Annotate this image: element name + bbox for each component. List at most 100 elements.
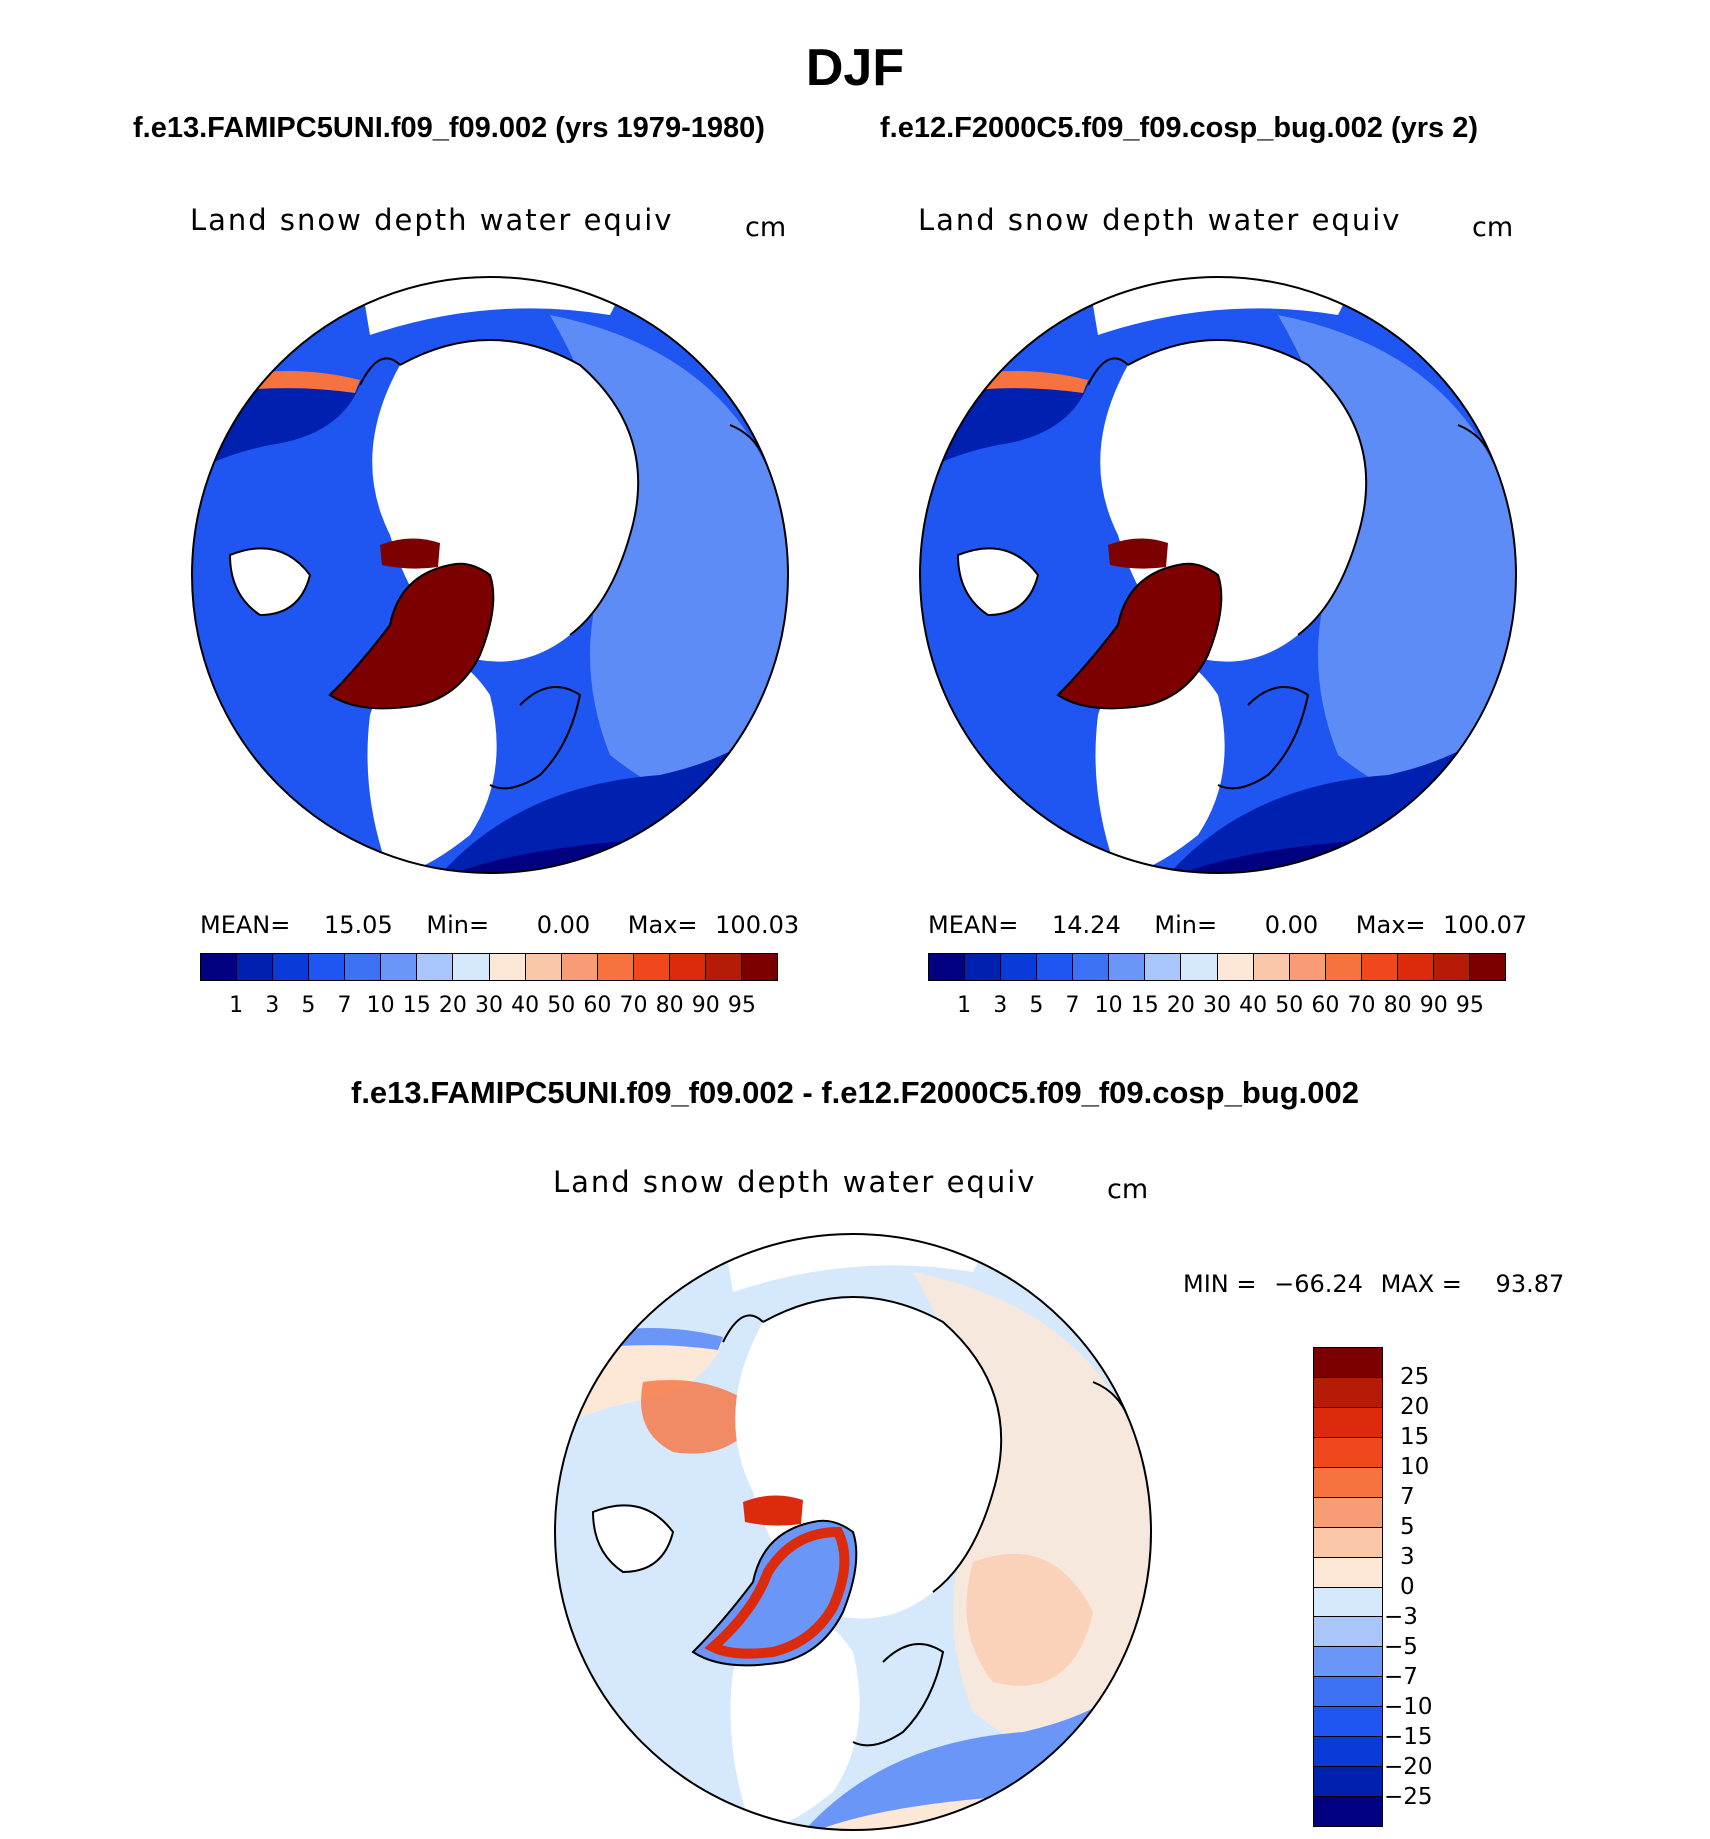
- panel3-stats: MIN = −66.24 MAX = 93.87: [1183, 1270, 1564, 1298]
- colorbar-swatch: [525, 954, 562, 980]
- colorbar-tick-label: 3: [993, 993, 1008, 1018]
- colorbar-tick-label: −20: [1384, 1754, 1433, 1780]
- panel1-max-value: 100.03: [715, 911, 800, 939]
- colorbar-swatch: [1109, 954, 1146, 980]
- colorbar-swatch: [1314, 1677, 1382, 1708]
- colorbar-tick-label: 50: [547, 993, 576, 1018]
- coastline: [1217, 686, 1310, 790]
- colorbar-swatch: [1314, 1647, 1382, 1678]
- colorbar-tick-label: 5: [1400, 1514, 1415, 1540]
- coastline: [228, 547, 312, 617]
- colorbar-swatch: [1314, 1557, 1382, 1588]
- colorbar-tick-label: 20: [438, 993, 467, 1018]
- map-content: [192, 277, 788, 873]
- colorbar-swatch: [633, 954, 670, 980]
- coastline: [489, 686, 582, 790]
- colorbar-swatch: [1073, 954, 1110, 980]
- panel2-max-label: Max=: [1355, 911, 1426, 939]
- panel2-polar-map: [919, 276, 1517, 874]
- colorbar-swatch: [1361, 954, 1398, 980]
- archipelago-patch: [743, 1495, 803, 1526]
- colorbar-swatch: [1314, 1587, 1382, 1618]
- greenland: [330, 563, 494, 709]
- colorbar-tick-label: 3: [265, 993, 280, 1018]
- colorbar-swatch: [1314, 1377, 1382, 1408]
- panel2-min-label: Min=: [1154, 911, 1218, 939]
- coastline: [359, 357, 401, 386]
- panel1-variable-label: Land snow depth water equiv: [190, 203, 674, 237]
- colorbar-tick-label: 5: [301, 993, 316, 1018]
- panel2-colorbar: [928, 953, 1506, 981]
- map-content: [920, 277, 1516, 873]
- map-boundary: [554, 1233, 1152, 1831]
- coastline: [762, 1296, 1003, 1593]
- colorbar-tick-label: 30: [1203, 993, 1231, 1018]
- colorbar-tick-label: 15: [1400, 1424, 1430, 1450]
- pacific-ocean: [723, 1234, 993, 1292]
- panel1-colorbar: [200, 953, 778, 981]
- panel2-variable-label: Land snow depth water equiv: [918, 203, 1402, 237]
- colorbar-tick-label: 1: [957, 993, 972, 1018]
- panel3-min-label: MIN =: [1183, 1270, 1257, 1298]
- colorbar-swatch: [1433, 954, 1470, 980]
- colorbar-tick-label: 80: [655, 993, 684, 1018]
- alaska-edge: [240, 371, 360, 393]
- greenland-edge: [704, 1526, 850, 1659]
- colorbar-swatch: [1314, 1527, 1382, 1558]
- colorbar-tick-label: 60: [583, 993, 612, 1018]
- panel1-max-label: Max=: [627, 911, 698, 939]
- colorbar-tick-label: 70: [619, 993, 648, 1018]
- colorbar-swatch: [1469, 954, 1505, 980]
- panel3-max-value: 93.87: [1495, 1270, 1565, 1298]
- colorbar-swatch: [965, 954, 1002, 980]
- figure-title: DJF: [805, 39, 905, 97]
- coastline: [956, 547, 1040, 617]
- diff-warm-patch: [966, 1553, 1093, 1686]
- colorbar-tick-label: 15: [402, 993, 431, 1018]
- panel1-stats: MEAN= 15.05 Min= 0.00 Max= 100.03: [200, 911, 799, 939]
- colorbar-swatch: [1314, 1767, 1382, 1798]
- coastline: [399, 339, 640, 636]
- colorbar-tick-label: 1: [229, 993, 244, 1018]
- map-content: [555, 1234, 1151, 1830]
- colorbar-tick-label: 7: [337, 993, 352, 1018]
- panel2-stats: MEAN= 14.24 Min= 0.00 Max= 100.07: [928, 911, 1527, 939]
- colorbar-tick-label: −5: [1384, 1634, 1418, 1660]
- colorbar-tick-label: 0: [1400, 1574, 1415, 1600]
- colorbar-tick-label: 90: [691, 993, 720, 1018]
- colorbar-swatch: [1289, 954, 1326, 980]
- panel1-colorbar-ticks: 1 3 5 7 10 15 20 30 40 50 60 70 80 90 95: [200, 993, 778, 1021]
- diff-warm-patch: [641, 1380, 763, 1454]
- panel2-min-value: 0.00: [1264, 911, 1319, 939]
- colorbar-swatch: [1314, 1348, 1382, 1378]
- colorbar-swatch: [1145, 954, 1182, 980]
- pacific-ocean: [360, 277, 630, 335]
- coastline: [722, 1314, 764, 1343]
- colorbar-swatch: [1314, 1407, 1382, 1438]
- colorbar-swatch: [1037, 954, 1074, 980]
- colorbar-swatch: [929, 954, 966, 980]
- colorbar-tick-label: −25: [1384, 1784, 1433, 1810]
- colorbar-tick-label: 70: [1347, 993, 1376, 1018]
- colorbar-tick-label: 10: [366, 993, 395, 1018]
- colorbar-tick-label: −3: [1384, 1604, 1418, 1630]
- colorbar-tick-label: 20: [1166, 993, 1195, 1018]
- colorbar-tick-label: 95: [727, 993, 756, 1018]
- panel3-polar-map: [554, 1233, 1152, 1831]
- colorbar-swatch: [1314, 1737, 1382, 1768]
- alaska-edge: [603, 1328, 723, 1350]
- colorbar-swatch: [309, 954, 346, 980]
- panel2-mean-label: MEAN=: [928, 911, 1019, 939]
- colorbar-tick-label: 15: [1130, 993, 1159, 1018]
- colorbar-tick-label: −10: [1384, 1694, 1433, 1720]
- colorbar-tick-label: 25: [1400, 1364, 1430, 1390]
- panel1-mean-value: 15.05: [324, 911, 393, 939]
- coastline: [691, 1519, 858, 1667]
- panel3-variable-label: Land snow depth water equiv: [553, 1165, 1037, 1199]
- colorbar-tick-label: 30: [475, 993, 503, 1018]
- map-boundary: [919, 276, 1517, 874]
- colorbar-swatch: [1314, 1467, 1382, 1498]
- colorbar-swatch: [1325, 954, 1362, 980]
- panel3-units: cm: [1107, 1174, 1149, 1205]
- colorbar-tick-label: −7: [1384, 1664, 1418, 1690]
